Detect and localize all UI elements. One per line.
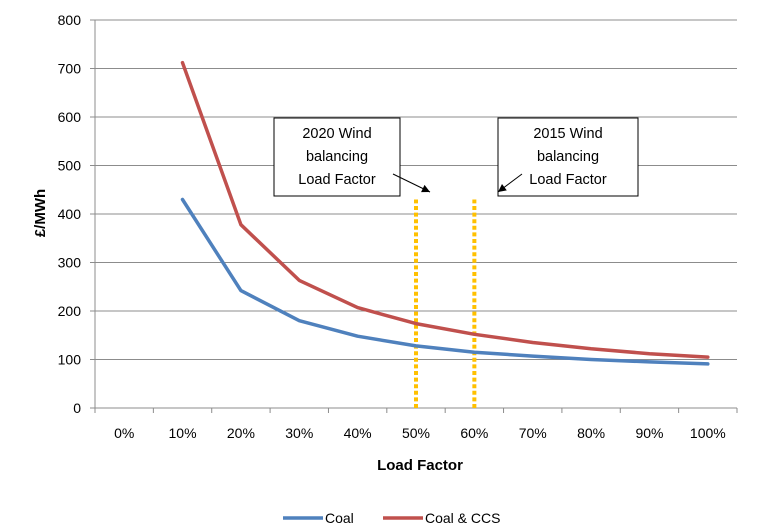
annotation-arrow-head	[421, 184, 430, 193]
annotation-box: 2020 Wind balancing Load Factor	[273, 117, 431, 197]
legend-label: Coal & CCS	[425, 510, 500, 526]
series-line	[180, 60, 710, 359]
x-tick-label: 80%	[577, 425, 605, 441]
annotation-frame	[497, 117, 639, 197]
series-lines	[180, 60, 710, 366]
y-tick-label: 0	[73, 400, 81, 416]
y-tick-label: 400	[58, 206, 82, 222]
annotation-text: Load Factor	[298, 172, 376, 188]
x-tick-label: 70%	[519, 425, 547, 441]
x-tick-label: 30%	[285, 425, 313, 441]
y-tick-label: 200	[58, 303, 82, 319]
x-tick-label: 10%	[169, 425, 197, 441]
y-tick-label: 800	[58, 12, 82, 28]
y-tick-label: 500	[58, 158, 82, 174]
legend-item: Coal	[283, 510, 354, 526]
annotation-text: balancing	[537, 149, 599, 165]
x-tick-label: 20%	[227, 425, 255, 441]
legend-label: Coal	[325, 510, 354, 526]
annotations: 2020 Wind balancing Load Factor 2015 Wind ba…	[273, 117, 639, 197]
x-axis-title: Load Factor	[377, 457, 463, 474]
y-tick-label: 300	[58, 255, 82, 271]
y-axis-title: £/MWh	[32, 189, 49, 237]
x-tick-label: 0%	[114, 425, 134, 441]
y-tick-labels: 0 100 200 300 400 500 600 700 800	[58, 12, 82, 416]
annotation-text: 2015 Wind	[533, 126, 602, 142]
y-tick-label: 600	[58, 109, 82, 125]
annotation-text: balancing	[306, 149, 368, 165]
annotation-text: 2020 Wind	[302, 126, 371, 142]
x-tick-label: 100%	[690, 425, 726, 441]
marker-lines	[414, 199, 477, 408]
x-tick-label: 90%	[635, 425, 663, 441]
legend: Coal Coal & CCS	[283, 510, 500, 526]
x-tick-label: 40%	[344, 425, 372, 441]
annotation-frame	[273, 117, 401, 197]
x-tick-label: 50%	[402, 425, 430, 441]
annotation-arrow-head	[498, 184, 507, 192]
y-tick-label: 100	[58, 352, 82, 368]
legend-item: Coal & CCS	[383, 510, 500, 526]
y-tick-label: 700	[58, 61, 82, 77]
series-line	[180, 197, 710, 366]
x-tick-label: 60%	[460, 425, 488, 441]
annotation-box: 2015 Wind balancing Load Factor	[497, 117, 639, 197]
x-tick-labels: 0% 10% 20% 30% 40% 50% 60% 70% 80% 90% 100%	[114, 425, 726, 441]
annotation-text: Load Factor	[529, 172, 607, 188]
